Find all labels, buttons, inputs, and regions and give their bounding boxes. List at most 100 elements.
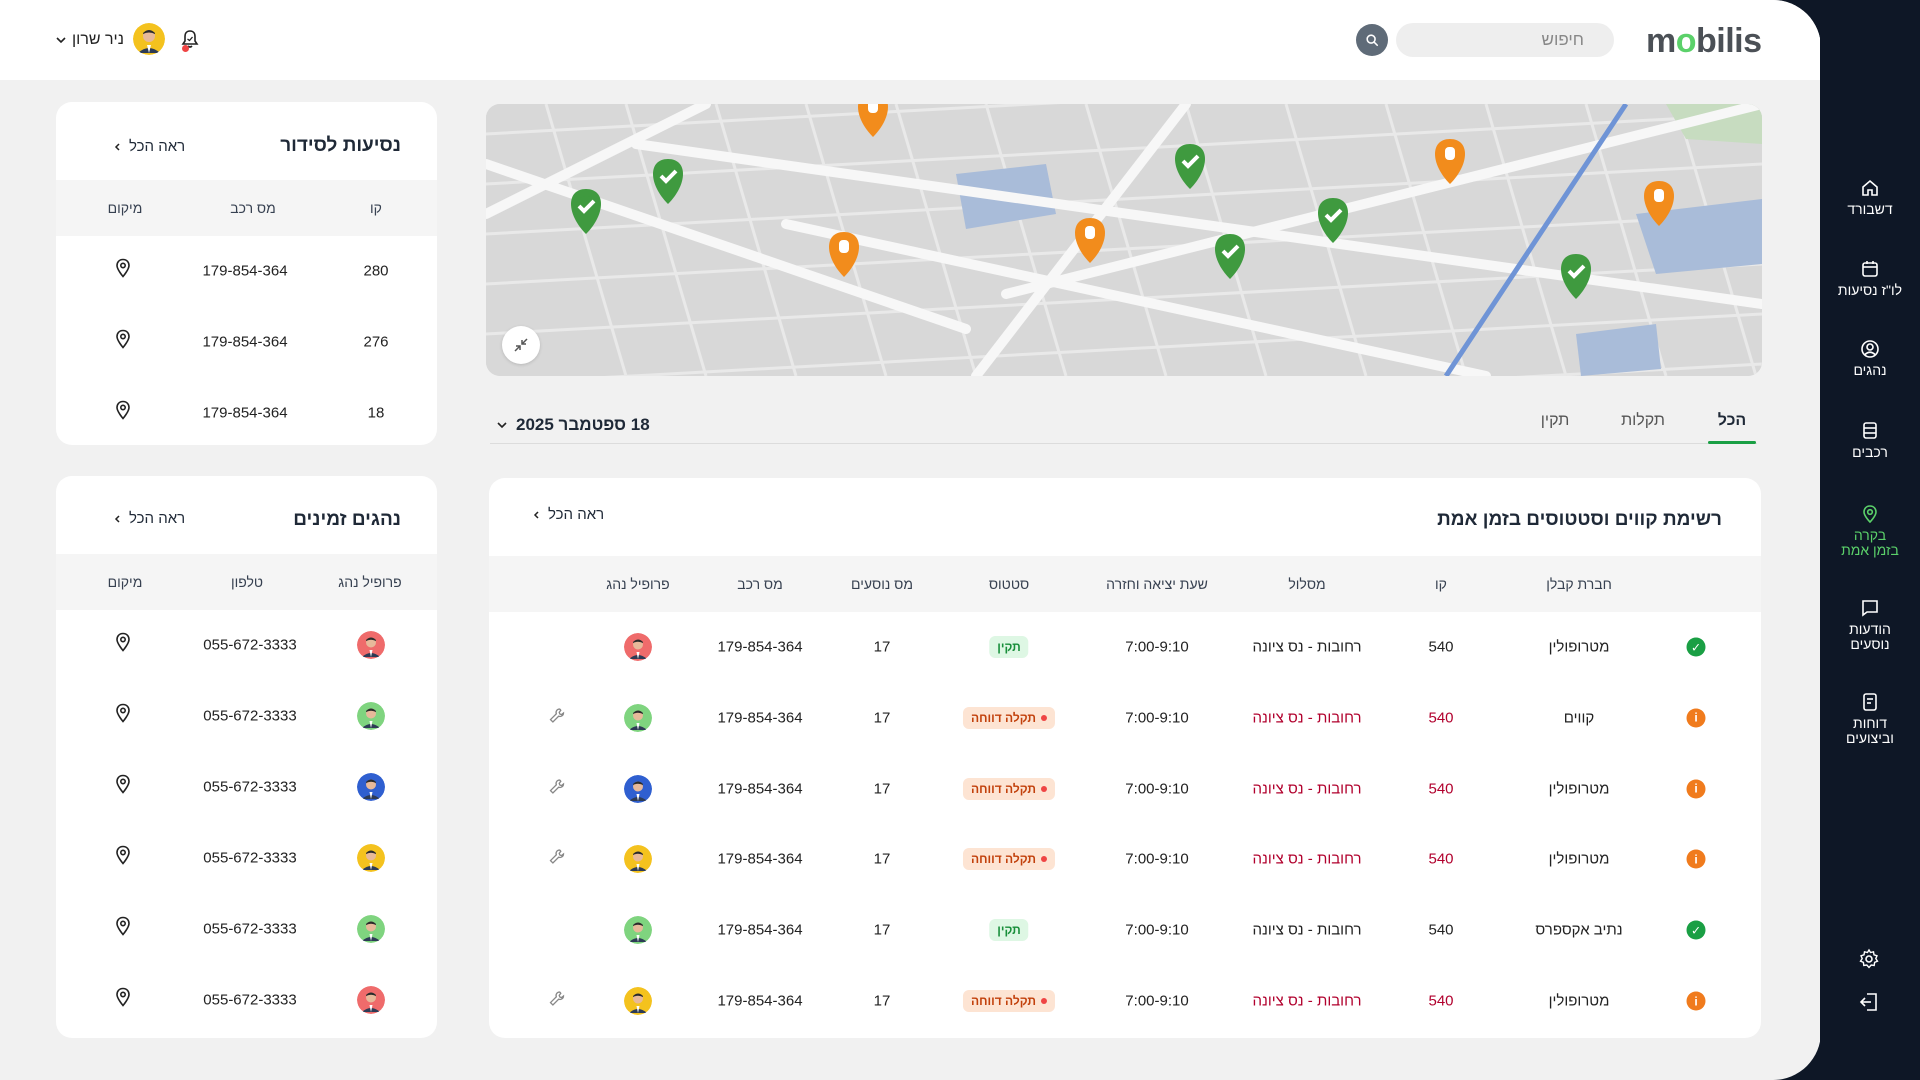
map-canvas <box>486 104 1762 376</box>
see-all-link[interactable]: ראה הכל <box>532 506 604 523</box>
sidebar-item-drivers[interactable]: נהגים <box>1820 339 1920 378</box>
company-cell: מטרופולין <box>1548 638 1610 656</box>
table-row[interactable]: 276 179-854-364 <box>56 307 437 377</box>
active-tab-indicator <box>1708 441 1756 444</box>
table-row[interactable]: 055-672-3333 <box>56 894 437 964</box>
vehicle-cell: 179-854-364 <box>717 638 803 656</box>
wrench-icon[interactable] <box>548 706 566 729</box>
tab-ok[interactable]: תקין <box>1540 412 1570 429</box>
sidebar-item-dashboard[interactable]: דשבורד <box>1820 178 1920 217</box>
info-circle-icon: i <box>1686 849 1706 869</box>
sidebar-item-reports[interactable]: דוחות וביצועים <box>1820 692 1920 746</box>
wrench-icon[interactable] <box>548 990 566 1013</box>
home-icon <box>1862 179 1878 196</box>
phone-cell: 055-672-3333 <box>203 778 297 796</box>
table-row[interactable]: 055-672-3333 <box>56 681 437 751</box>
table-row[interactable]: i קווים 540 רחובות - נס ציונה 7:00-9:10 תקלה … <box>489 683 1761 753</box>
location-pin-icon[interactable] <box>114 845 132 871</box>
status-dot <box>1041 714 1048 721</box>
location-pin-icon[interactable] <box>114 987 132 1013</box>
message-icon <box>1862 600 1878 617</box>
sidebar-item-passenger-messages[interactable]: הודעות נוסעים <box>1820 598 1920 652</box>
table-row[interactable]: 280 179-854-364 <box>56 236 437 306</box>
table-row[interactable]: 18 179-854-364 <box>56 378 437 445</box>
driver-avatar[interactable] <box>357 986 385 1014</box>
wrench-icon[interactable] <box>548 848 566 871</box>
location-pin-icon[interactable] <box>114 703 132 729</box>
driver-avatar[interactable] <box>624 916 652 945</box>
report-icon <box>1863 693 1877 711</box>
table-row[interactable]: 055-672-3333 <box>56 610 437 680</box>
driver-avatar[interactable] <box>357 631 385 659</box>
line-cell: 540 <box>1428 850 1454 868</box>
available-drivers-card: נהגים זמינים ראה הכל פרופיל נהג טלפון מי… <box>56 476 437 1038</box>
passengers-cell: 17 <box>873 850 891 868</box>
company-cell: מטרופולין <box>1548 780 1610 798</box>
map-view[interactable] <box>486 104 1762 376</box>
location-pin-icon[interactable] <box>114 329 132 355</box>
driver-avatar[interactable] <box>357 773 385 801</box>
tab-all[interactable]: הכל <box>1717 412 1747 429</box>
th-location: מיקום <box>107 574 143 590</box>
vehicle-cell: 179-854-364 <box>717 992 803 1010</box>
table-row[interactable]: 055-672-3333 <box>56 965 437 1035</box>
user-avatar[interactable] <box>133 23 165 55</box>
th-line: קו <box>370 200 382 216</box>
th-time: שעת יציאה וחזרה <box>1106 576 1208 592</box>
vehicle-cell: 179-854-364 <box>202 262 288 280</box>
tabs-divider <box>490 443 1757 444</box>
status-badge: תקלה דווחה <box>962 990 1056 1012</box>
table-row[interactable]: ✓ מטרופולין 540 רחובות - נס ציונה 7:00-9:10 ת… <box>489 612 1761 682</box>
trips-to-arrange-card: נסיעות לסידור ראה הכל קו מס רכב מיקום 28… <box>56 102 437 445</box>
chevron-down-icon[interactable] <box>55 34 67 46</box>
table-header: חברת קבלן קו מסלול שעת יציאה וחזרה סטטוס… <box>489 556 1761 612</box>
th-driver-profile: פרופיל נהג <box>606 576 670 592</box>
sidebar: דשבורד לו"ז נסיעות נהגים רכבים בקרה בזמן… <box>1820 0 1920 1080</box>
sidebar-item-vehicles[interactable]: רכבים <box>1820 421 1920 460</box>
location-pin-icon[interactable] <box>114 400 132 426</box>
driver-avatar[interactable] <box>624 987 652 1015</box>
table-row[interactable]: i מטרופולין 540 רחובות - נס ציונה 7:00-9:10 ת… <box>489 754 1761 824</box>
th-route: מסלול <box>1288 576 1326 592</box>
chevron-left-icon <box>114 514 120 523</box>
chevron-down-icon <box>497 422 507 429</box>
line-cell: 540 <box>1428 709 1454 727</box>
phone-cell: 055-672-3333 <box>203 636 297 654</box>
location-pin-icon[interactable] <box>114 916 132 942</box>
wrench-icon[interactable] <box>548 777 566 800</box>
check-circle-icon: ✓ <box>1686 637 1706 657</box>
search-button[interactable] <box>1356 24 1388 56</box>
location-pin-icon[interactable] <box>114 774 132 800</box>
driver-avatar[interactable] <box>357 915 385 943</box>
date-selector[interactable]: 18 ספטמבר 2025 <box>496 415 650 435</box>
location-pin-icon[interactable] <box>114 258 132 284</box>
tab-faults[interactable]: תקלות <box>1621 412 1665 429</box>
status-badge: תקלה דווחה <box>962 848 1056 871</box>
driver-avatar[interactable] <box>624 845 652 874</box>
driver-avatar[interactable] <box>624 703 652 732</box>
user-name[interactable]: ניר שרון <box>72 31 124 48</box>
location-pin-icon[interactable] <box>114 632 132 658</box>
logout-icon[interactable] <box>1858 991 1880 1013</box>
table-row[interactable]: ✓ נתיב אקספרס 540 רחובות - נס ציונה 7:00-9:1… <box>489 895 1761 965</box>
sidebar-item-realtime-control[interactable]: בקרה בזמן אמת <box>1820 504 1920 558</box>
gear-icon[interactable] <box>1858 948 1880 970</box>
route-cell: רחובות - נס ציונה <box>1252 780 1362 798</box>
table-row[interactable]: i מטרופולין 540 רחובות - נס ציונה 7:00-9:10 ת… <box>489 824 1761 894</box>
see-all-link[interactable]: ראה הכל <box>113 138 185 155</box>
card-title: נסיעות לסידור <box>280 135 401 156</box>
table-row[interactable]: 055-672-3333 <box>56 823 437 893</box>
driver-avatar[interactable] <box>624 774 652 803</box>
driver-avatar[interactable] <box>357 844 385 872</box>
passengers-cell: 17 <box>873 709 891 727</box>
see-all-link[interactable]: ראה הכל <box>113 510 185 527</box>
map-collapse-button[interactable] <box>502 326 540 364</box>
table-row[interactable]: i מטרופולין 540 רחובות - נס ציונה 7:00-9:10 ת… <box>489 966 1761 1036</box>
time-cell: 7:00-9:10 <box>1125 709 1189 727</box>
table-row[interactable]: 055-672-3333 <box>56 752 437 822</box>
driver-avatar[interactable] <box>624 633 652 661</box>
search-input[interactable] <box>1396 23 1614 57</box>
driver-avatar[interactable] <box>357 702 385 730</box>
th-vehicle: מס רכב <box>737 576 783 592</box>
sidebar-item-trips-schedule[interactable]: לו"ז נסיעות <box>1820 259 1920 298</box>
